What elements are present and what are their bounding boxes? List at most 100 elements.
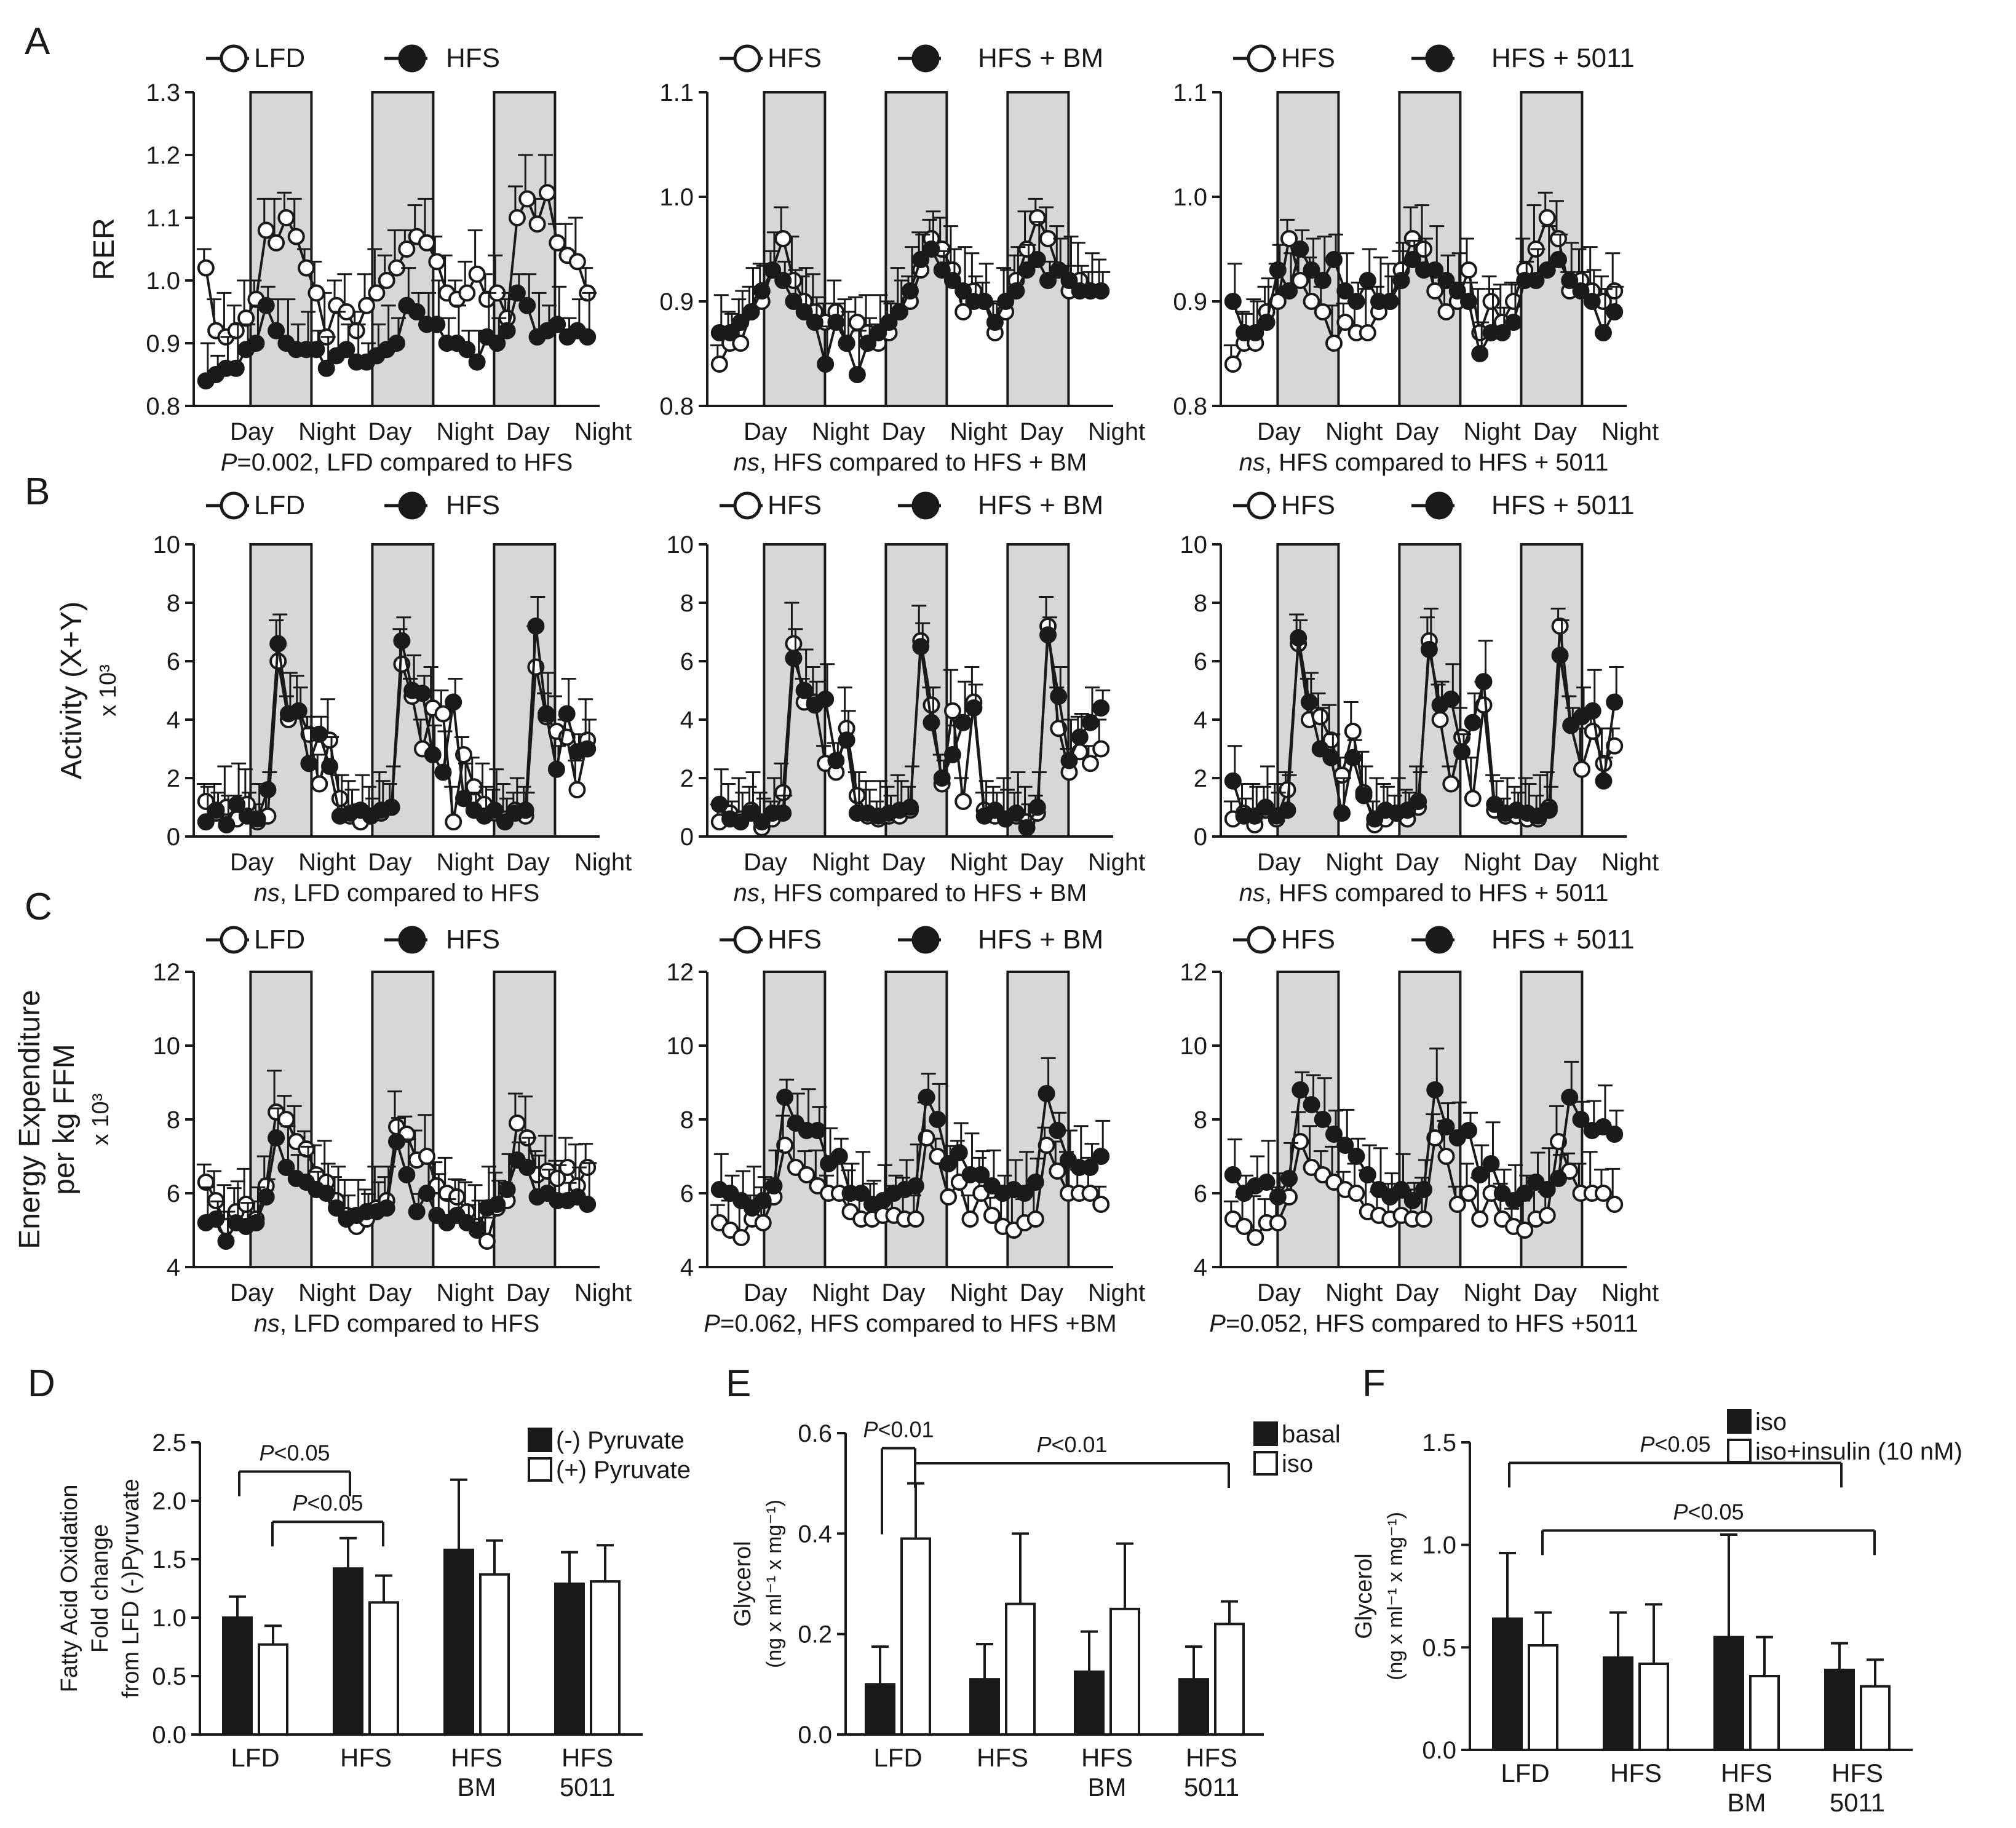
legend-filled-marker (398, 44, 426, 73)
data-point (277, 1159, 295, 1176)
series-open (196, 154, 597, 346)
legend-label: iso (1282, 1450, 1313, 1477)
bar (1178, 1678, 1209, 1736)
y-tick-label: 1.1 (659, 79, 694, 106)
y-tick-label: 8 (680, 1107, 694, 1134)
y-tick-label: 0.9 (146, 330, 180, 357)
data-point (1595, 772, 1613, 790)
x-tick-label: Night (1325, 849, 1383, 876)
legend-filled-marker (911, 491, 940, 520)
x-tick-label: Day (230, 418, 274, 445)
data-point (1516, 1222, 1534, 1239)
data-point (933, 261, 951, 279)
legend: LFD HFS (206, 490, 500, 520)
y-tick-label: 12 (667, 959, 694, 986)
data-point (754, 1214, 772, 1231)
p-italic: P (863, 1417, 878, 1442)
legend-label: LFD (254, 924, 305, 955)
bar (1749, 1675, 1780, 1751)
y-tick-label: 0 (167, 824, 180, 851)
data-point (1551, 618, 1569, 635)
data-point (1081, 1159, 1099, 1176)
x-tick-label: Night (574, 1279, 632, 1306)
data-point (517, 801, 534, 819)
data-point (398, 240, 416, 258)
data-point (1344, 723, 1362, 740)
x-tick-label: Night (950, 849, 1007, 876)
data-point (454, 790, 472, 808)
data-point (1606, 303, 1624, 320)
data-point (1336, 1137, 1354, 1154)
y-axis-title: x 10³ (88, 1094, 114, 1145)
y-tick-label: 6 (1194, 648, 1207, 675)
data-point (1426, 261, 1444, 279)
data-point (237, 309, 255, 327)
y-tick-label: 0.6 (798, 1420, 832, 1447)
category-label: HFS (562, 1743, 613, 1772)
data-point (929, 1111, 946, 1128)
y-tick-label: 10 (667, 1033, 694, 1060)
y-tick-label: 0.9 (1173, 288, 1207, 316)
legend: LFD HFS (206, 43, 500, 73)
data-point (1459, 1122, 1477, 1139)
series-filled (1224, 608, 1624, 828)
data-point (424, 746, 442, 763)
data-point (1258, 314, 1276, 331)
y-axis-title: from LFD (-)Pyruvate (118, 1479, 144, 1698)
category-label: 5011 (1184, 1773, 1239, 1802)
data-point (1448, 1196, 1466, 1213)
data-point (1549, 251, 1567, 268)
data-point (1050, 688, 1068, 705)
x-tick-label: Day (1533, 849, 1577, 876)
x-tick-label: Night (1464, 418, 1521, 445)
line-chart-A3: 0.8 0.9 1.0 1.1 Day Night Day Night Day Night ns, … (1173, 43, 1659, 476)
data-point (1366, 810, 1384, 828)
data-point (817, 356, 835, 373)
x-tick-label: Day (1020, 1279, 1063, 1306)
data-point (838, 335, 855, 352)
y-tick-label: 4 (167, 1254, 180, 1281)
data-point (1224, 293, 1242, 310)
y-tick-label: 0.9 (659, 288, 694, 316)
data-point (549, 234, 566, 252)
data-point (311, 725, 328, 743)
x-tick-label: Day (230, 1279, 274, 1306)
p-italic: P (1673, 1499, 1688, 1524)
legend-label: HFS + BM (978, 43, 1103, 73)
data-point (907, 1177, 924, 1194)
data-point (1336, 282, 1354, 300)
p-rest: <0.05 (1688, 1499, 1744, 1524)
data-point (1355, 787, 1373, 805)
significance-bracket: P<0.01 (863, 1417, 934, 1535)
x-tick-label: Night (812, 1279, 869, 1306)
legend-label: (+) Pyruvate (556, 1456, 691, 1484)
data-point (1538, 261, 1556, 279)
legend-open-marker (733, 491, 761, 520)
data-point (710, 795, 728, 813)
category-label: BM (1728, 1788, 1766, 1817)
y-tick-label: 1.0 (659, 184, 694, 211)
x-tick-label: Night (1325, 418, 1383, 445)
data-point (1464, 790, 1482, 808)
x-tick-label: Night (1464, 849, 1521, 876)
data-point (1347, 1148, 1365, 1165)
data-point (1279, 801, 1296, 819)
data-point (907, 1210, 924, 1228)
data-point (1314, 303, 1331, 320)
caption-stat: P (221, 449, 237, 476)
data-point (317, 1185, 335, 1202)
data-point (827, 314, 845, 331)
legend-open-marker (733, 926, 761, 954)
caption-stat: ns (254, 880, 280, 907)
data-point (774, 230, 792, 247)
x-tick-label: Day (1533, 1279, 1577, 1306)
p-italic: P (259, 1441, 274, 1466)
data-point (997, 293, 1015, 310)
x-tick-label: Night (1088, 418, 1145, 445)
y-tick-label: 4 (680, 1254, 694, 1281)
x-tick-label: Day (1257, 1279, 1301, 1306)
data-point (1314, 1111, 1331, 1128)
legend-filled-marker (911, 926, 940, 954)
